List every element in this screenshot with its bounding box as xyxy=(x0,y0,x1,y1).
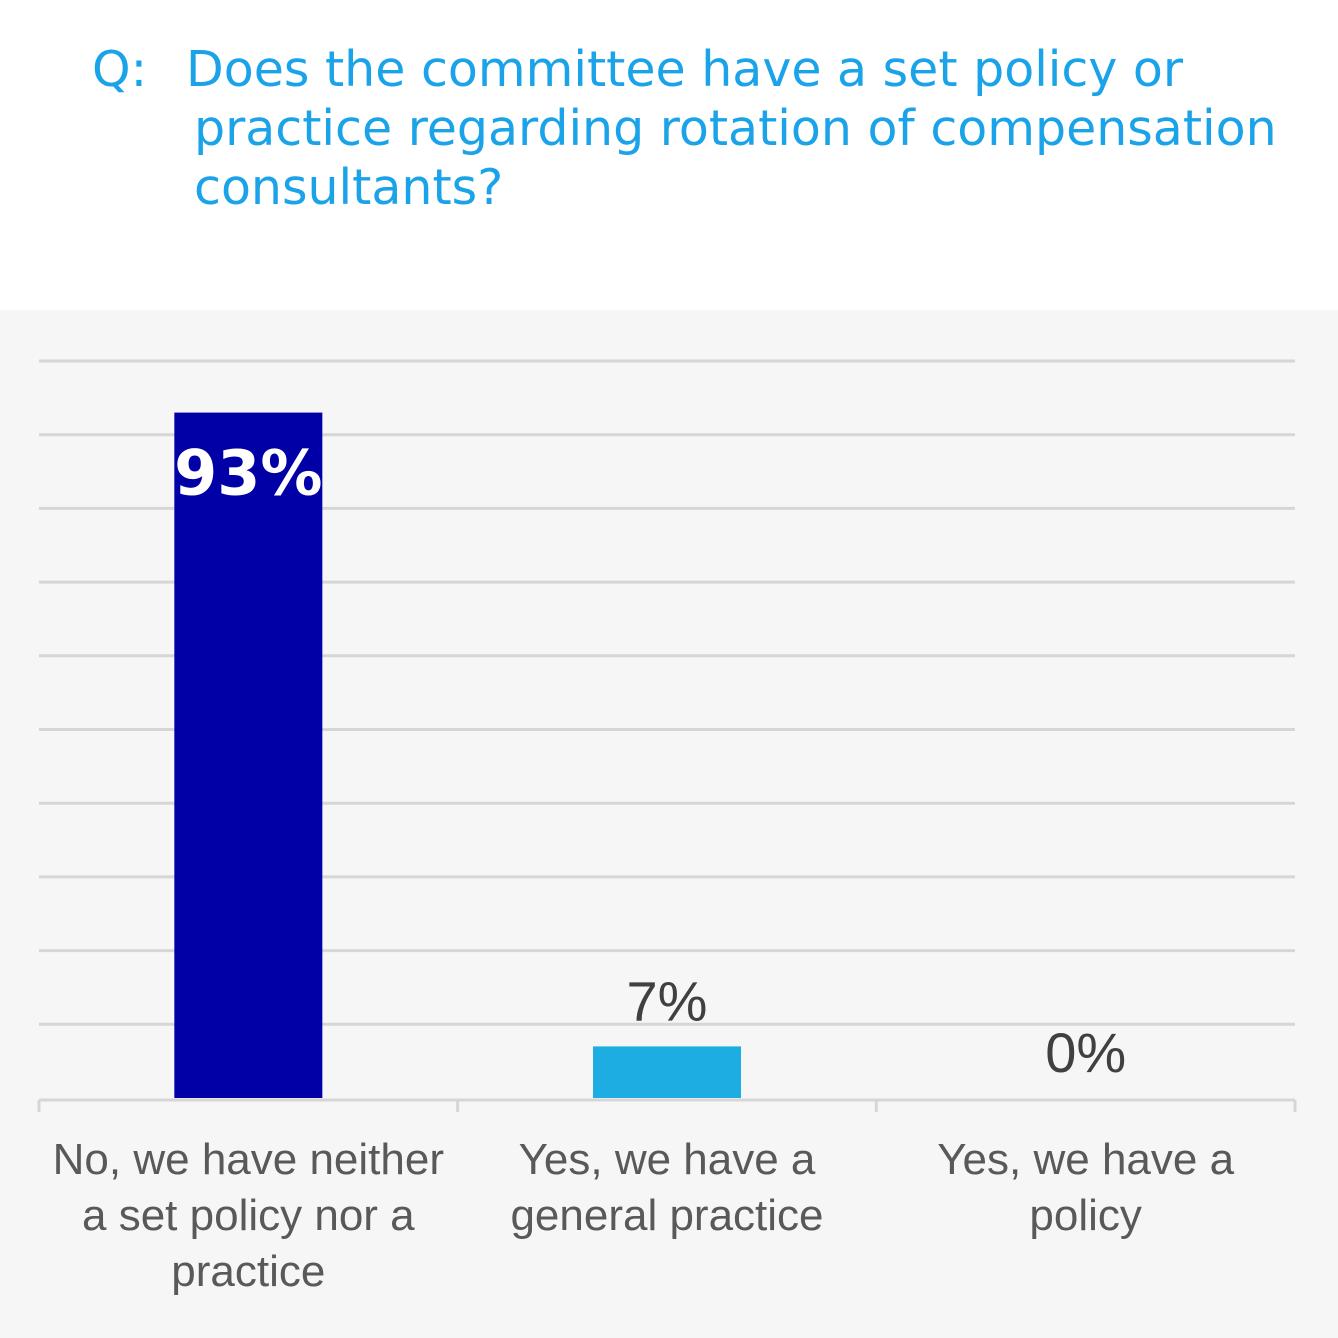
category-label-3: Yes, we have a xyxy=(937,1135,1234,1184)
data-label-2: 7% xyxy=(627,969,708,1032)
data-label-1: 93% xyxy=(174,437,322,510)
question-text: Does the committee have a set policy or … xyxy=(186,41,1277,216)
bar-2 xyxy=(593,1046,741,1098)
category-label-2: Yes, we have a xyxy=(519,1135,816,1184)
category-label-2: general practice xyxy=(510,1191,823,1240)
category-label-1: a set policy nor a xyxy=(82,1191,415,1240)
question-prefix: Q: xyxy=(92,41,148,98)
category-label-3: policy xyxy=(1029,1191,1142,1240)
data-label-3: 0% xyxy=(1045,1021,1126,1084)
category-label-1: practice xyxy=(171,1247,325,1296)
category-label-1: No, we have neither xyxy=(53,1135,444,1184)
bar-1 xyxy=(174,412,323,1099)
